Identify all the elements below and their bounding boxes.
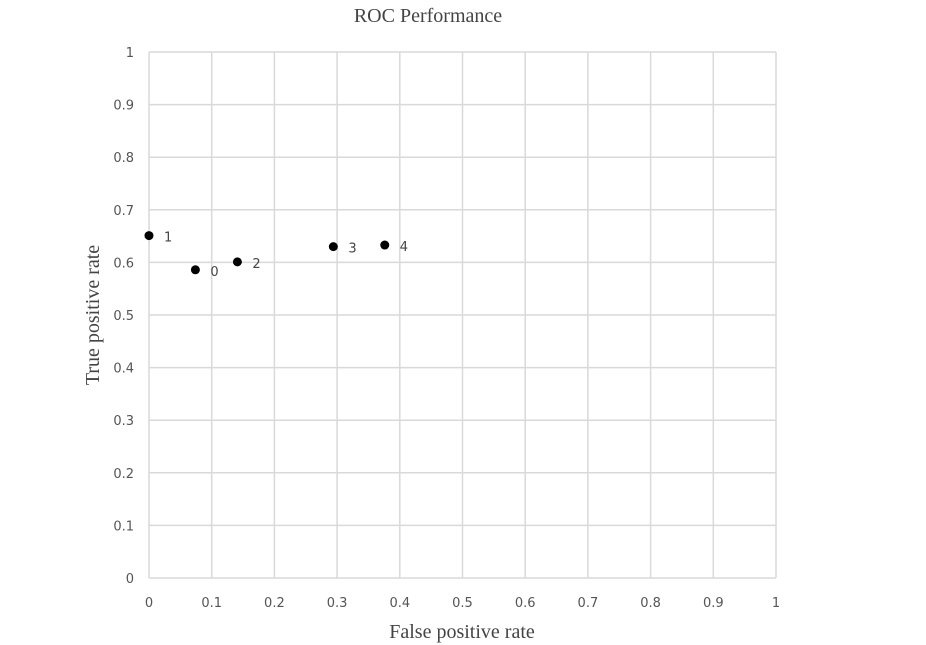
chart-title: ROC Performance <box>354 5 502 27</box>
y-tick-label: 0.4 <box>113 362 134 377</box>
y-tick-label: 1 <box>126 46 134 61</box>
data-point-label: 2 <box>252 257 260 272</box>
x-tick-label: 0.1 <box>201 596 222 611</box>
x-tick-label: 0.7 <box>578 596 599 611</box>
y-tick-label: 0.3 <box>113 414 134 429</box>
y-tick-label: 0 <box>126 572 134 587</box>
data-point <box>380 240 390 250</box>
x-tick-label: 1 <box>772 596 780 611</box>
y-tick-label: 0.7 <box>113 204 134 219</box>
x-axis-label: False positive rate <box>389 621 535 643</box>
x-tick-label: 0.3 <box>327 596 348 611</box>
x-tick-label: 0 <box>145 596 153 611</box>
y-tick-label: 0.5 <box>113 309 134 324</box>
data-point <box>232 257 242 267</box>
data-point <box>190 265 200 275</box>
data-point <box>328 242 338 252</box>
y-tick-label: 0.6 <box>113 256 134 271</box>
x-tick-label: 0.9 <box>703 596 724 611</box>
x-tick-label: 0.4 <box>389 596 410 611</box>
data-point-label: 1 <box>164 231 172 246</box>
x-tick-label: 0.5 <box>452 596 473 611</box>
y-tick-label: 0.8 <box>113 151 134 166</box>
data-point-label: 4 <box>400 240 408 255</box>
x-tick-label: 0.6 <box>515 596 536 611</box>
y-tick-label: 0.9 <box>113 99 134 114</box>
x-tick-label: 0.8 <box>640 596 661 611</box>
data-point <box>144 231 154 241</box>
data-point-label: 0 <box>210 265 218 280</box>
data-point-label: 3 <box>348 242 356 257</box>
y-tick-label: 0.2 <box>113 467 134 482</box>
y-tick-label: 0.1 <box>113 519 134 534</box>
y-axis-label: True positive rate <box>82 245 104 385</box>
x-tick-label: 0.2 <box>264 596 285 611</box>
